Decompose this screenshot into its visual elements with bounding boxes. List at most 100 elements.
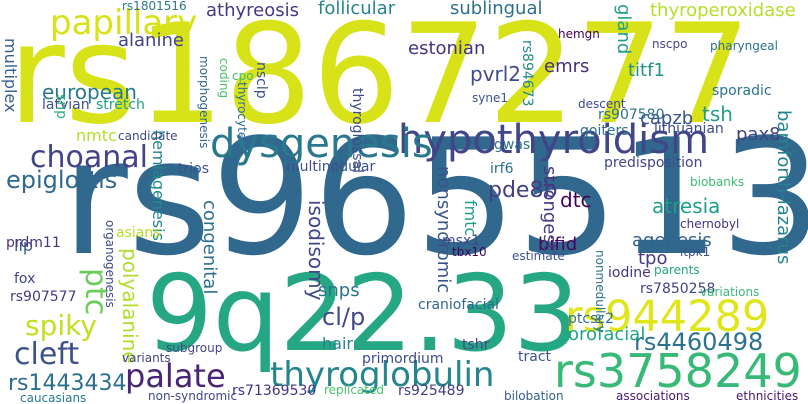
word: choanal: [30, 140, 148, 175]
word: spiky: [25, 309, 97, 342]
word: craniofacial: [418, 297, 499, 313]
word: orofacial: [568, 324, 646, 345]
word: pax8: [736, 124, 781, 145]
word: cleft: [14, 337, 80, 372]
word: nonsyndromic: [433, 166, 454, 294]
word: itpk1: [680, 245, 711, 259]
word: tbx10: [452, 245, 487, 259]
word: rs71369530: [232, 383, 317, 399]
word: strongest: [539, 166, 560, 251]
word: trios: [178, 161, 209, 177]
word: rs907580: [598, 107, 665, 123]
word: hair: [322, 334, 353, 353]
word: polyalanine: [118, 248, 142, 364]
word: ptc: [78, 268, 113, 316]
word: associations: [616, 389, 690, 403]
word: hypothyroidism: [398, 117, 710, 163]
word: descent: [578, 97, 626, 111]
word: lithuanian: [654, 121, 724, 137]
word: pde8b: [488, 178, 558, 203]
word: tsh: [702, 102, 733, 126]
word: gwas: [494, 137, 531, 153]
word: cl/p: [322, 303, 366, 331]
word: 9q22.33: [146, 253, 581, 375]
word: multiplex: [1, 38, 20, 113]
word: thyroglobulin: [270, 355, 495, 395]
word: nsclp: [253, 62, 269, 99]
word: stretch: [96, 97, 145, 113]
word: iodine: [608, 265, 651, 281]
word: bamforth-lazarus: [773, 110, 794, 265]
word: subgroup: [166, 341, 223, 355]
word: latvian: [42, 97, 90, 113]
word: dtc: [560, 188, 592, 212]
word: nmtc: [76, 126, 117, 145]
word: rs7850258: [640, 281, 716, 297]
word: pharyngeal: [710, 39, 778, 53]
word: ethnicities: [736, 389, 799, 403]
word: coding: [217, 58, 231, 99]
word: agenesis: [632, 230, 712, 251]
word: cpo: [232, 69, 254, 83]
word: morphogenesis: [197, 56, 211, 149]
word: gland: [613, 4, 634, 55]
word: rs894673: [519, 40, 535, 107]
word: estimate: [512, 249, 565, 263]
word: goiters: [580, 123, 629, 139]
word: rs3758249: [554, 344, 802, 398]
word: bilobation: [504, 389, 564, 403]
word: tpo: [638, 248, 668, 269]
word: nonmedullary: [593, 250, 607, 333]
word: primordium: [362, 351, 444, 367]
word: variants: [122, 351, 171, 365]
word: asians: [116, 225, 161, 241]
word: parents: [654, 263, 700, 277]
word: sublingual: [450, 0, 543, 19]
word: nscpo: [652, 37, 688, 51]
word: estonian: [408, 38, 486, 59]
word: rs925489: [398, 383, 465, 399]
word: multinodular: [286, 159, 376, 175]
word: fmtc: [461, 200, 480, 237]
word: rs907577: [10, 289, 77, 305]
word: variations: [700, 285, 760, 299]
word: thyroglossal: [349, 88, 365, 174]
word: predisposition: [604, 155, 703, 171]
word: hemiagenesis: [149, 130, 168, 241]
word: epiglottis: [6, 166, 118, 194]
word: chernobyl: [680, 217, 740, 231]
word: rs1867277: [8, 0, 752, 155]
word: candidate: [118, 129, 178, 143]
word: snps: [318, 280, 360, 301]
word: lip: [14, 236, 34, 255]
word: rs965513: [62, 104, 808, 291]
word: palate: [125, 357, 226, 395]
word: capzb: [640, 108, 694, 129]
word: follicular: [318, 0, 396, 19]
word: ptcsc2: [568, 311, 614, 327]
word: athyreosis: [206, 0, 299, 21]
word: emrs: [544, 56, 590, 77]
word: papillary: [50, 3, 198, 43]
word: syne1: [472, 91, 508, 105]
word: congenital: [199, 200, 220, 295]
word: replicated: [324, 383, 384, 397]
word: biobanks: [690, 175, 745, 189]
word: rs1443434: [8, 371, 127, 396]
word: non-syndromic: [148, 389, 238, 403]
word: thyrocytes: [235, 82, 249, 146]
word: bifid: [538, 234, 578, 255]
word: rs1801516: [122, 0, 187, 13]
word: msx1: [442, 233, 481, 249]
word: snp: [53, 94, 69, 120]
word: dysgenesis: [210, 121, 433, 167]
word: fox: [14, 271, 36, 287]
word: prdm11: [6, 235, 61, 251]
word: thyroperoxidase: [650, 0, 796, 21]
word: atresia: [652, 194, 721, 218]
word: rs4460498: [634, 328, 764, 356]
word: irf6: [490, 161, 514, 177]
word: rs944289: [565, 292, 770, 342]
word: hemgn: [558, 27, 600, 41]
